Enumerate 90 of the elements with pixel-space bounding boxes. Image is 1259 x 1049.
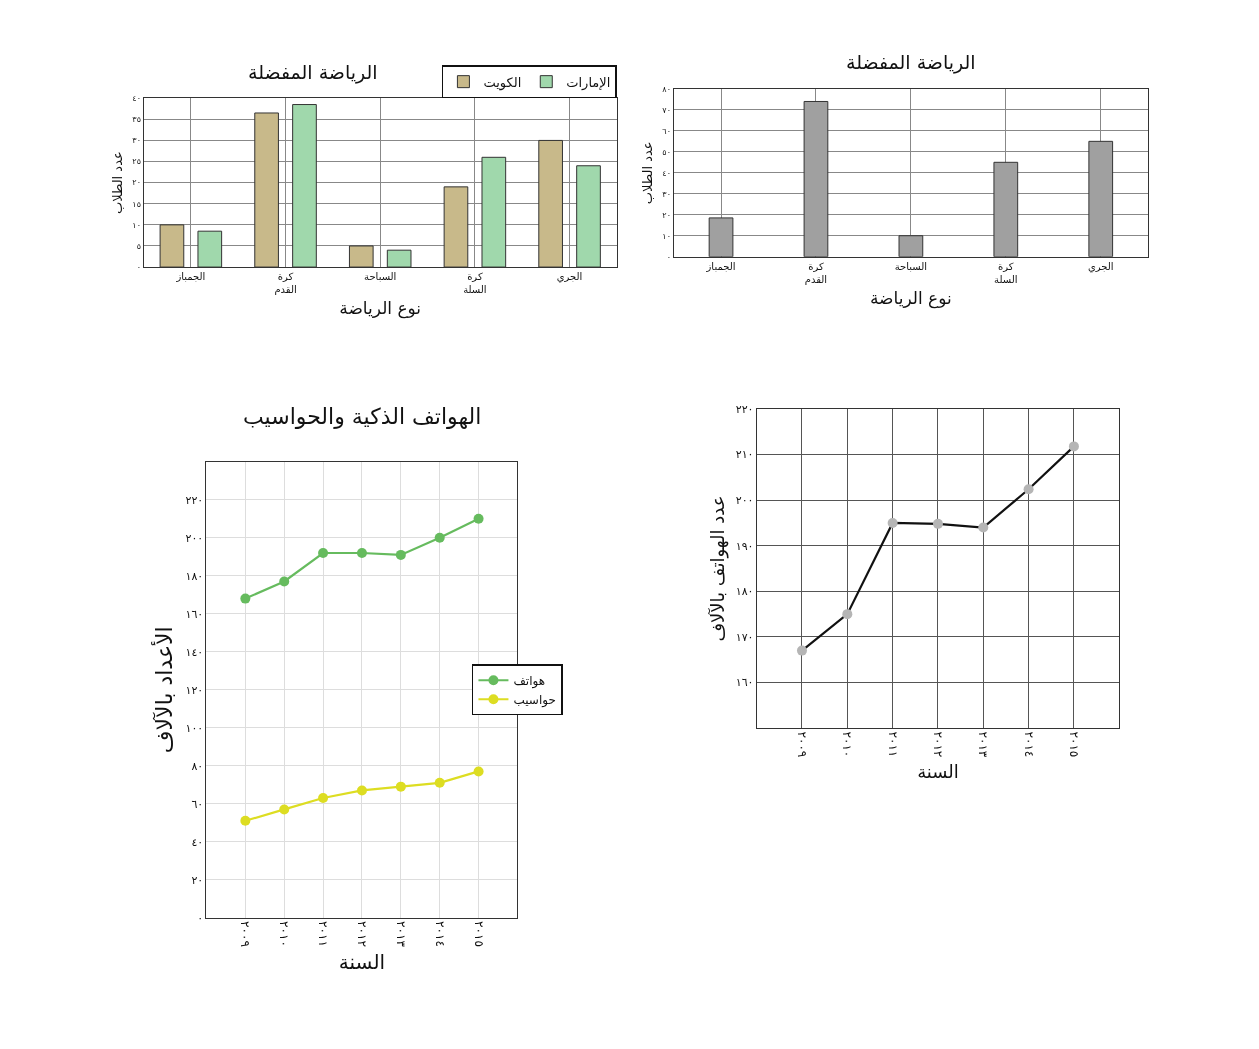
y-tick-label: ٢٠ xyxy=(132,178,141,188)
x-tick-label: السباحة xyxy=(364,271,397,283)
y-tick-label: ٦٠ xyxy=(191,797,204,811)
x-tick-label: ٢٠١٣ xyxy=(393,921,408,948)
y-axis-title: عدد الهواتف بالآلاف xyxy=(706,495,729,642)
point xyxy=(240,593,251,604)
y-tick-label: ٢٠٠ xyxy=(185,531,204,545)
x-tick-label: كرة السلة xyxy=(463,271,487,296)
x-tick-label: ٢٠١٥ xyxy=(1067,731,1082,758)
y-tick-label: ٣٥ xyxy=(132,115,141,125)
legend-label: الكويت xyxy=(483,74,522,91)
chart-title: الرياضة المفضلة xyxy=(248,61,378,84)
x-tick-label: ٢٠١٠ xyxy=(840,731,855,758)
x-tick-label: ٢٠١١ xyxy=(316,921,331,947)
y-tick-label: ٢٠٠ xyxy=(735,494,754,508)
y-tick-label: ٢٠ xyxy=(662,210,671,220)
y-tick-label: ١٠ xyxy=(132,220,141,230)
legend-label: حواسيب xyxy=(513,692,556,708)
y-tick-label: ٤٠ xyxy=(191,835,204,849)
point xyxy=(240,815,251,826)
point xyxy=(279,576,290,587)
y-tick-label: ٤٠ xyxy=(132,94,141,103)
point xyxy=(473,513,484,524)
x-tick-label: كرة القدم xyxy=(804,260,828,285)
y-axis-title: الأعداد بالآلاف xyxy=(151,626,178,754)
y-tick-label: ١٨٠ xyxy=(735,585,754,599)
chart-title: الهواتف الذكية والحواسيب xyxy=(243,404,482,429)
y-tick-label: ٧٠ xyxy=(662,105,671,115)
y-tick-label: ١٢٠ xyxy=(185,683,204,697)
x-axis-title: نوع الرياضة xyxy=(339,298,422,320)
y-tick-label: ٥ xyxy=(136,241,141,251)
x-tick-label: ٢٠١٢ xyxy=(355,921,370,947)
x-tick-label: ٢٠١٥ xyxy=(471,921,486,947)
y-tick-label: ٠ xyxy=(197,911,204,925)
y-axis-title: عدد الطلاب xyxy=(110,151,126,215)
x-tick-label: ٢٠١١ xyxy=(885,731,900,758)
x-axis-title: السنة xyxy=(917,760,959,782)
point xyxy=(356,548,367,559)
y-tick-label: ٢٥ xyxy=(132,157,141,167)
x-tick-label: ٢٠١٤ xyxy=(1021,731,1036,758)
y-tick-label: ٨٠ xyxy=(662,84,671,94)
x-tick-label: ٢٠٠٩ xyxy=(795,731,810,758)
chart-title: الرياضة المفضلة xyxy=(846,51,976,74)
x-tick-label: ٢٠١٤ xyxy=(432,921,447,947)
y-tick-label: ٢٢٠ xyxy=(185,493,204,507)
point xyxy=(395,549,406,560)
y-tick-label: ١٧٠ xyxy=(735,630,754,644)
point xyxy=(318,548,329,559)
x-axis-title: نوع الرياضة xyxy=(869,288,952,310)
x-tick-label: ٢٠١٣ xyxy=(976,731,991,758)
y-tick-label: ١٦٠ xyxy=(185,607,204,621)
y-tick-label: ٦٠ xyxy=(662,126,671,136)
point xyxy=(356,785,367,796)
x-tick-label: كرة السلة xyxy=(994,260,1018,285)
point xyxy=(279,804,290,815)
y-tick-label: ١٠ xyxy=(662,231,671,241)
x-tick-label: الجري xyxy=(556,271,583,284)
y-tick-label: ١٩٠ xyxy=(735,539,754,553)
x-tick-label: ٢٠١٠ xyxy=(277,921,292,947)
y-tick-label: ١٥ xyxy=(132,199,141,209)
y-tick-label: ٠ xyxy=(136,262,141,272)
point xyxy=(434,777,445,788)
y-tick-label: ٤٠ xyxy=(662,168,671,178)
x-axis-title: السنة xyxy=(338,949,386,974)
y-tick-label: ١٤٠ xyxy=(185,645,204,659)
y-tick-label: ٥٠ xyxy=(662,147,671,157)
y-tick-label: ١٦٠ xyxy=(735,676,754,690)
x-tick-label: الجمباز xyxy=(175,271,206,283)
y-tick-label: ٢٠ xyxy=(191,873,204,887)
point xyxy=(434,532,445,543)
x-tick-label: كرة القدم xyxy=(274,271,297,296)
x-tick-label: ٢٠١٢ xyxy=(931,731,946,758)
point xyxy=(318,793,329,804)
y-tick-label: ١٨٠ xyxy=(185,569,204,583)
y-axis-title: عدد الطلاب xyxy=(640,141,656,205)
y-tick-label: ٨٠ xyxy=(191,759,204,773)
x-tick-label: الجمباز xyxy=(705,260,736,272)
x-tick-label: السباحة xyxy=(894,260,928,272)
y-tick-label: ١٠٠ xyxy=(185,721,204,735)
x-tick-label: ٢٠٠٩ xyxy=(238,921,253,947)
y-tick-label: ٢٢٠ xyxy=(735,402,754,416)
y-tick-label: ٣٠ xyxy=(132,136,141,146)
point xyxy=(395,781,406,792)
legend-label: الإمارات xyxy=(566,74,611,91)
x-tick-label: الجري xyxy=(1087,260,1114,273)
y-tick-label: ٠ xyxy=(666,252,671,262)
point xyxy=(473,766,484,777)
y-tick-label: ٣٠ xyxy=(662,189,671,199)
legend-label: هواتف xyxy=(513,673,546,689)
y-tick-label: ٢١٠ xyxy=(735,448,754,462)
